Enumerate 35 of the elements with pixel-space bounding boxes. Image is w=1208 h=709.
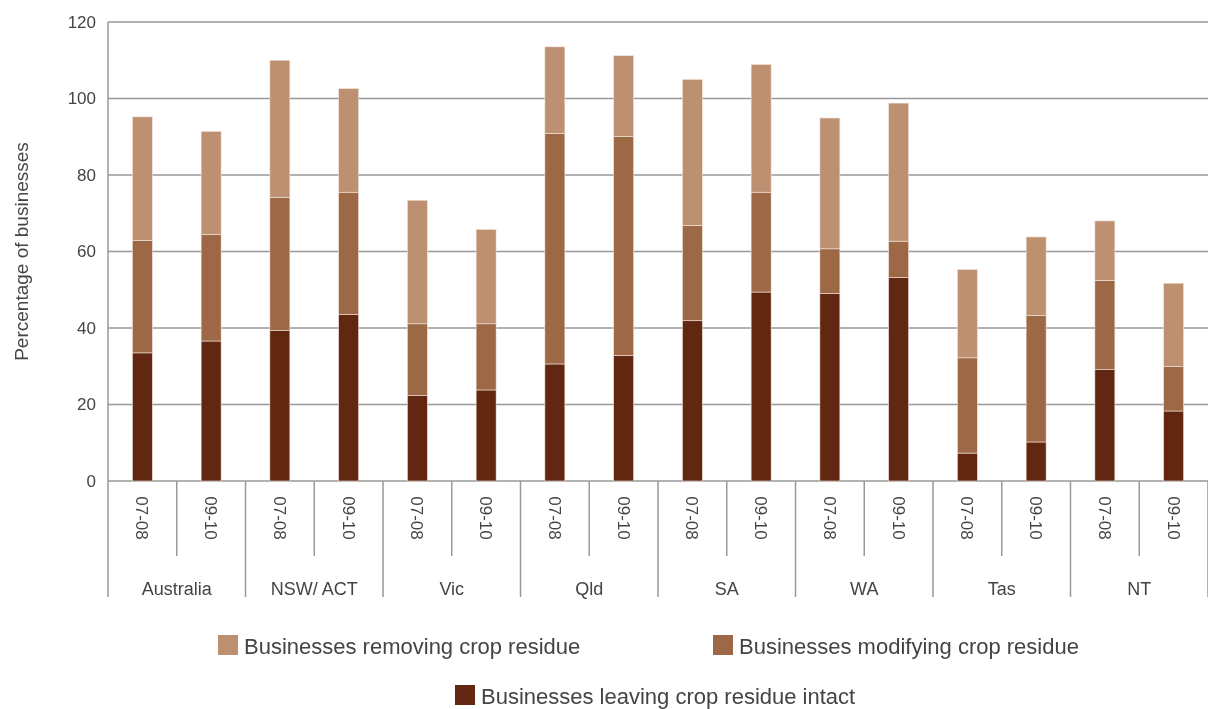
y-tick-label: 80 <box>77 165 96 185</box>
y-tick-label: 120 <box>67 12 96 32</box>
legend-label: Businesses modifying crop residue <box>739 633 1079 659</box>
y-tick-label: 60 <box>77 242 96 262</box>
x-tick-label: 09-10 <box>613 496 633 540</box>
y-axis-title: Percentage of businesses <box>11 142 32 361</box>
x-tick-label: 07-08 <box>957 496 977 540</box>
y-tick-label: 100 <box>67 89 96 109</box>
text: NT <box>1127 579 1152 599</box>
text: SA <box>714 579 739 599</box>
x-tick-label: 09-10 <box>1163 496 1183 540</box>
x-tick-label: 07-08 <box>269 496 289 540</box>
x-tick-label: 07-08 <box>407 496 427 540</box>
legend-label: Businesses removing crop residue <box>244 633 581 659</box>
text: Vic <box>439 579 465 599</box>
x-tick-label: 09-10 <box>751 496 771 540</box>
text: Tas <box>987 579 1016 599</box>
x-tick-label: 07-08 <box>1094 496 1114 540</box>
x-tick-label: 07-08 <box>132 496 152 540</box>
text: Qld <box>575 579 604 599</box>
x-tick-label: 09-10 <box>201 496 221 540</box>
text: WA <box>850 579 879 599</box>
text: Australia <box>141 579 213 599</box>
text: NSW/ ACT <box>270 579 358 599</box>
x-tick-label: 07-08 <box>819 496 839 540</box>
x-tick-label: 09-10 <box>476 496 496 540</box>
y-tick-label: 0 <box>86 471 96 491</box>
x-tick-label: 09-10 <box>1026 496 1046 540</box>
y-tick-label: 20 <box>77 395 96 415</box>
legend-label: Businesses leaving crop residue intact <box>481 683 856 709</box>
y-tick-label: 40 <box>77 318 96 338</box>
x-tick-label: 07-08 <box>544 496 564 540</box>
x-tick-label: 07-08 <box>682 496 702 540</box>
x-tick-label: 09-10 <box>338 496 358 540</box>
x-tick-label: 09-10 <box>888 496 908 540</box>
